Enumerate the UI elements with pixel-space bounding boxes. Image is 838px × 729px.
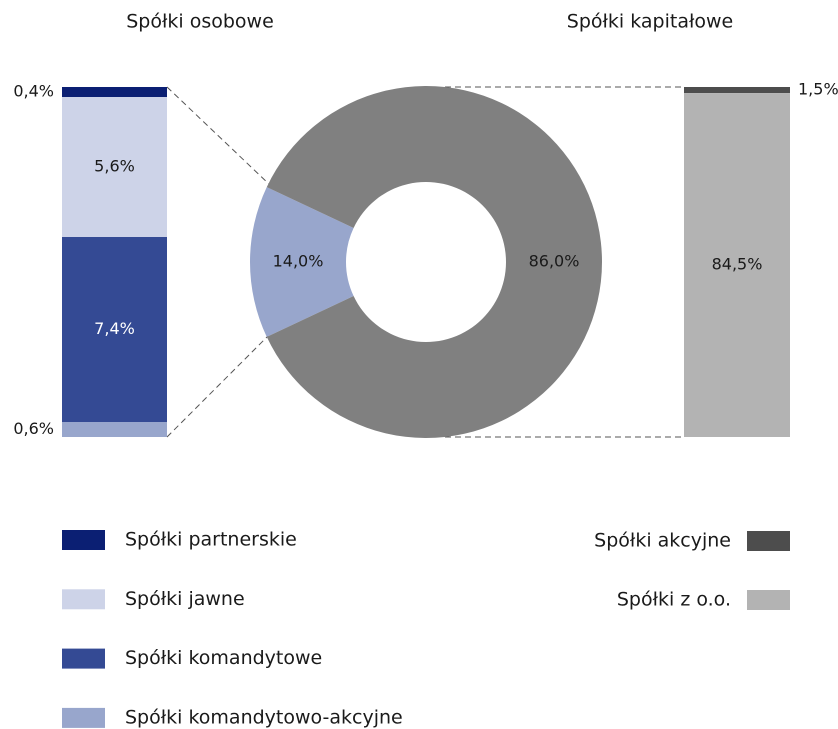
legend-label: Spółki akcyjne <box>594 530 731 552</box>
legend-label: Spółki jawne <box>125 588 245 610</box>
data-label: 14,0% <box>273 252 324 271</box>
data-label: 7,4% <box>94 319 135 338</box>
bar-segment <box>62 422 167 437</box>
legend-label: Spółki partnerskie <box>125 529 297 551</box>
legend-label: Spółki komandytowe <box>125 647 322 669</box>
chart-title: Spółki osobowe <box>126 11 274 33</box>
bar-segment <box>684 93 790 438</box>
legend-swatch <box>62 707 105 728</box>
legend-swatch <box>62 530 105 550</box>
legend-swatch <box>62 648 105 669</box>
bar-segment <box>684 87 790 94</box>
legend-label: Spółki z o.o. <box>617 589 731 611</box>
donut-slice <box>266 86 602 439</box>
legend-swatch <box>62 589 105 610</box>
bar-segment <box>62 87 167 97</box>
data-label: 0,6% <box>13 419 54 438</box>
data-label: 5,6% <box>94 157 135 176</box>
data-label: 84,5% <box>712 255 763 274</box>
bar-segment <box>62 237 167 422</box>
connector-line <box>166 86 271 186</box>
legend-label: Spółki komandytowo-akcyjne <box>125 706 403 728</box>
data-label: 1,5% <box>798 80 838 99</box>
donut-slice <box>249 187 354 337</box>
connectors <box>166 86 684 438</box>
data-label: 86,0% <box>529 252 580 271</box>
bar-segment <box>62 97 167 237</box>
legend-swatch <box>747 590 790 610</box>
connector-line <box>166 335 269 438</box>
chart-title: Spółki kapitałowe <box>567 11 733 33</box>
data-label: 0,4% <box>13 82 54 101</box>
legend-swatch <box>747 531 790 551</box>
